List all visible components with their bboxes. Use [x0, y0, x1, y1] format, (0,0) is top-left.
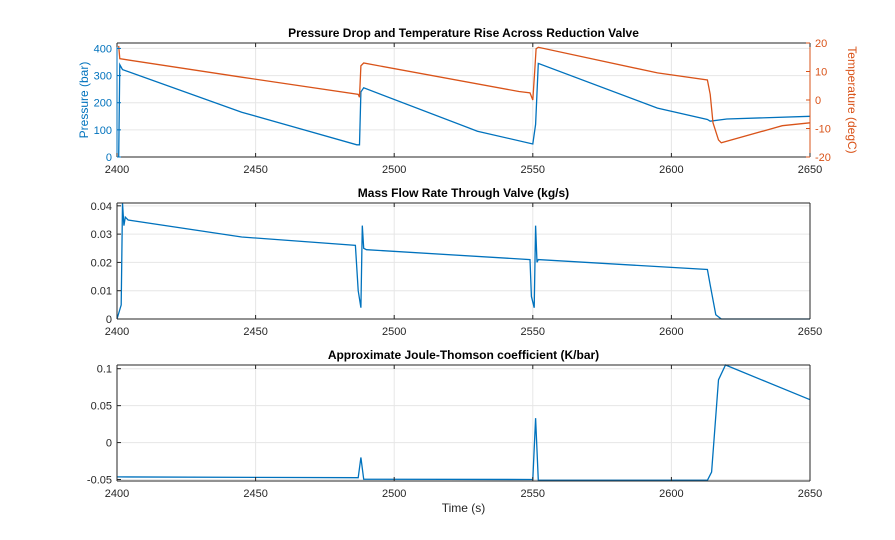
y2-tick-label: -20 — [815, 152, 831, 164]
x-tick-label: 2400 — [105, 164, 129, 176]
y2-tick-label: 10 — [815, 67, 827, 79]
chart-title: Mass Flow Rate Through Valve (kg/s) — [358, 186, 569, 200]
x-tick-label: 2550 — [521, 488, 545, 500]
y-tick-label: 100 — [94, 125, 112, 137]
series-line-pressure — [118, 62, 810, 158]
series-line-jt-coefficient — [117, 364, 810, 481]
chart-title: Pressure Drop and Temperature Rise Acros… — [288, 26, 639, 40]
x-tick-label: 2450 — [243, 326, 267, 338]
x-axis-label: Time (s) — [442, 501, 486, 515]
x-tick-label: 2500 — [382, 488, 406, 500]
x-tick-label: 2650 — [798, 326, 822, 338]
x-tick-label: 2450 — [243, 488, 267, 500]
x-tick-label: 2400 — [105, 326, 129, 338]
x-tick-label: 2550 — [521, 164, 545, 176]
y-tick-label: 0.04 — [91, 201, 112, 213]
subplot-1: 2400 2450 2500 2550 2600 26500100200300400-20… — [77, 26, 859, 176]
series-line-mass-flow — [117, 202, 810, 320]
x-tick-label: 2450 — [243, 164, 267, 176]
y-tick-label: -0.05 — [87, 475, 112, 487]
plot-area — [117, 203, 810, 319]
chart-title: Approximate Joule-Thomson coefficient (K… — [328, 348, 599, 362]
x-tick-label: 2400 — [105, 488, 129, 500]
subplot-3: 2400 2450 2500 2550 2600 2650 -0.05 0 0.05 0.1 App… — [87, 348, 822, 515]
y2-tick-label: -10 — [815, 124, 831, 136]
y-tick-label: 200 — [94, 98, 112, 110]
y-tick-label: 0.01 — [91, 286, 112, 298]
y-tick-label: 300 — [94, 71, 112, 83]
x-tick-label: 2500 — [382, 164, 406, 176]
x-tick-label: 2500 — [382, 326, 406, 338]
x-tick-label: 2650 — [798, 164, 822, 176]
y-axis-label: Pressure (bar) — [77, 62, 91, 139]
y-tick-label: 400 — [94, 43, 112, 55]
x-tick-label: 2600 — [659, 488, 683, 500]
y2-tick-label: 20 — [815, 38, 827, 50]
y-tick-label: 0 — [106, 152, 112, 164]
y2-tick-label: 0 — [815, 95, 821, 107]
x-tick-label: 2550 — [521, 326, 545, 338]
y-tick-label: 0.05 — [91, 401, 112, 413]
y-tick-label: 0.03 — [91, 229, 112, 241]
x-tick-label: 2600 — [659, 164, 683, 176]
y-tick-label: 0.02 — [91, 257, 112, 269]
subplot-2: 2400 2450 2500 2550 2600 2650 0 0.01 0.02 0.03 0.0… — [91, 186, 823, 338]
series-line-temperature — [118, 45, 810, 144]
x-tick-label: 2650 — [798, 488, 822, 500]
plot-area — [117, 365, 810, 481]
y-tick-label: 0 — [106, 438, 112, 450]
y-tick-label: 0 — [106, 314, 112, 326]
plot-area — [117, 43, 810, 157]
y-tick-label: 0.1 — [97, 364, 112, 376]
y2-axis-label: Temperature (degC) — [845, 46, 859, 153]
x-tick-label: 2600 — [659, 326, 683, 338]
